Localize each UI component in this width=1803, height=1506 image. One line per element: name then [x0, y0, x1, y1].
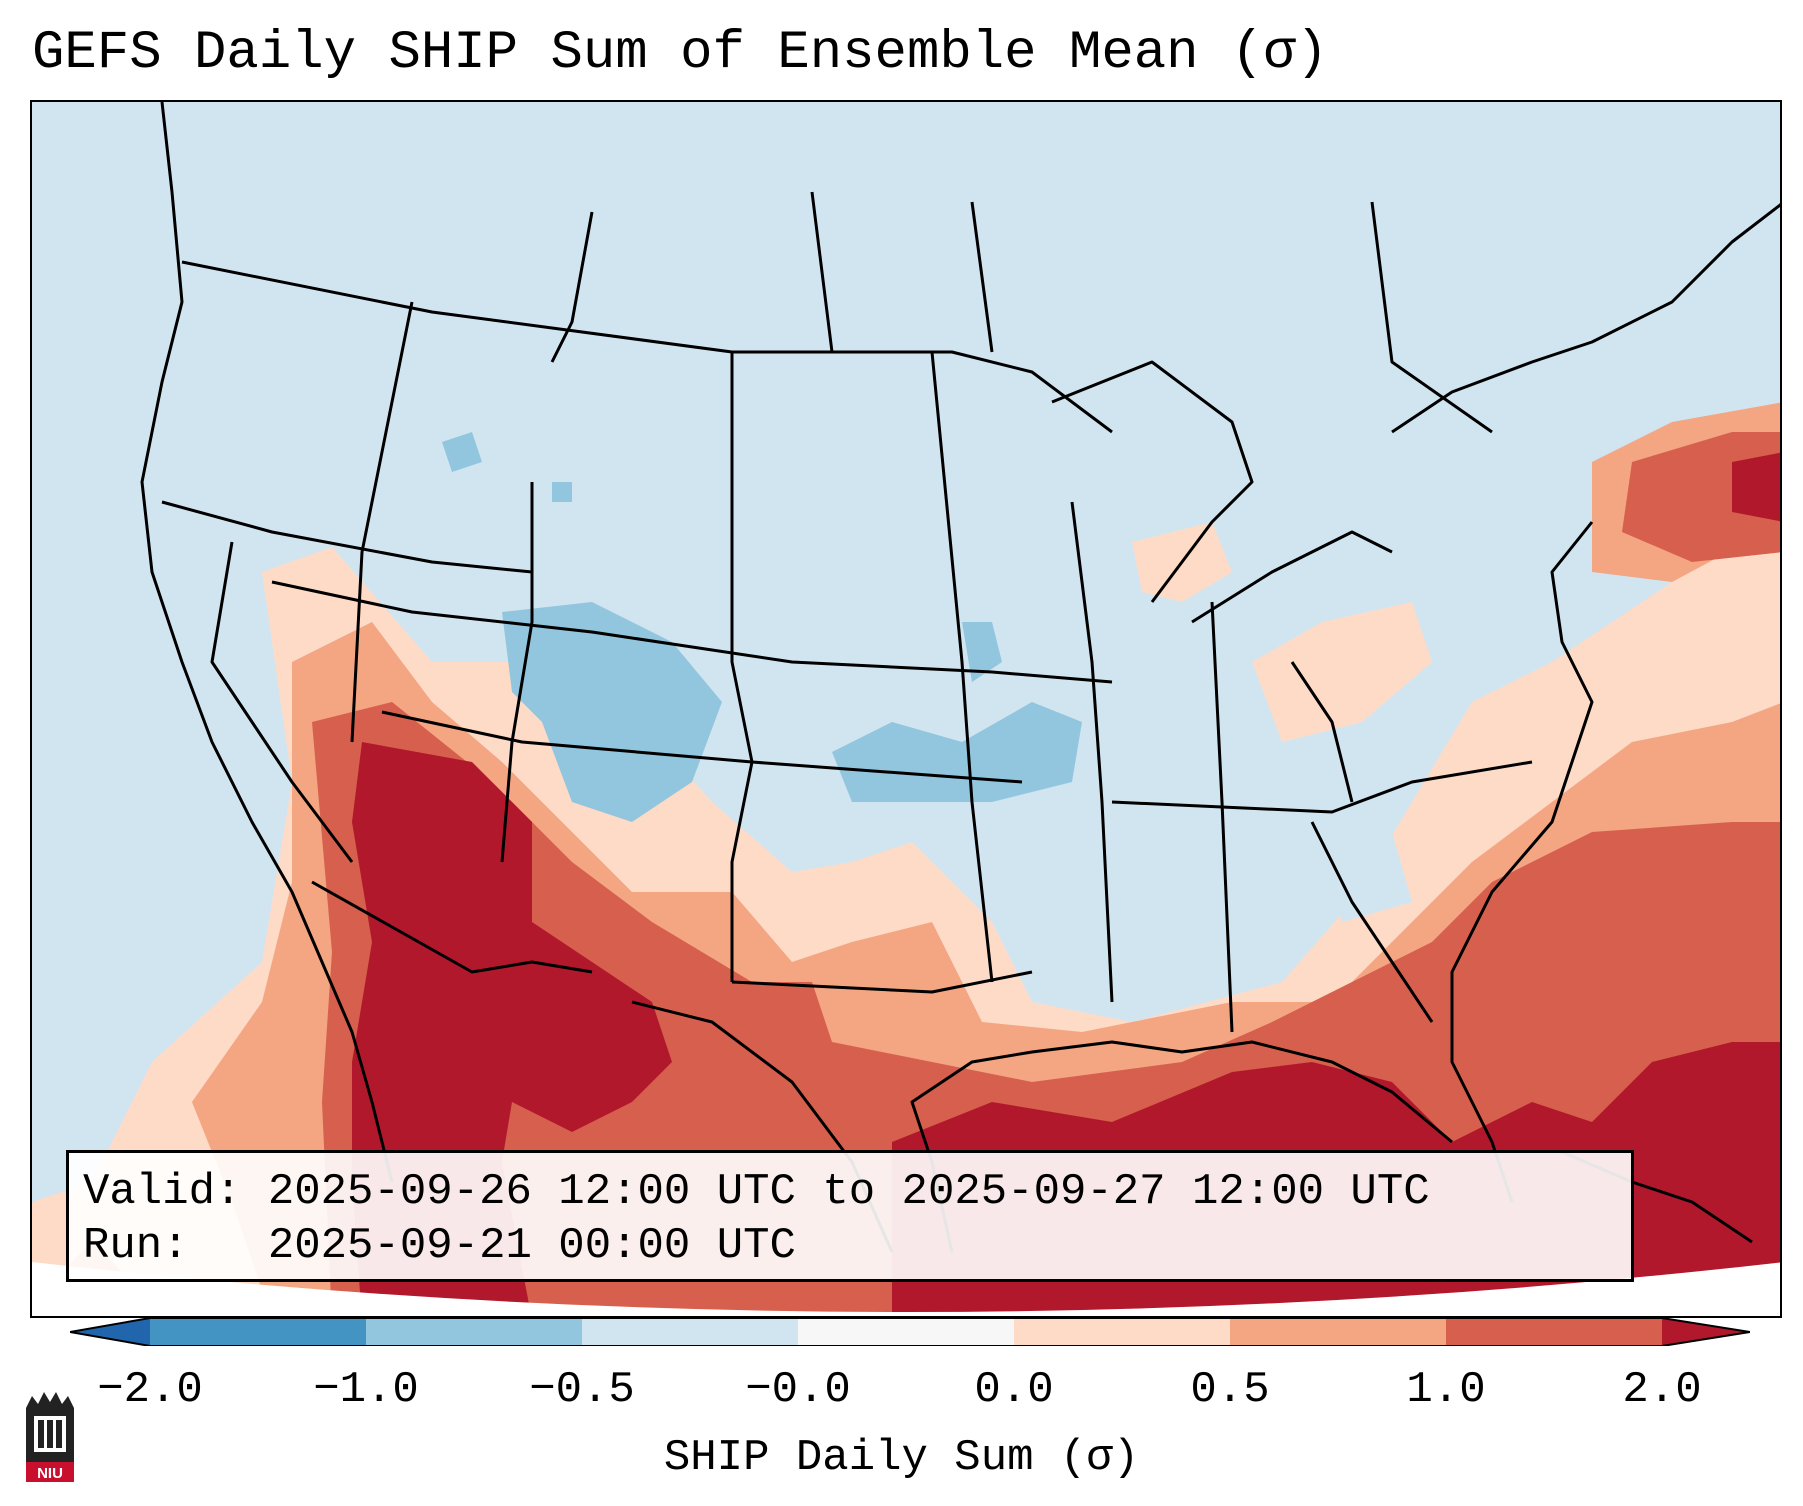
colorbar-label: SHIP Daily Sum (σ) — [663, 1433, 1140, 1483]
colorbar-bin-2 — [366, 1318, 582, 1346]
boundaries — [140, 102, 1780, 1253]
svg-text:NIU: NIU — [37, 1465, 63, 1482]
colorbar-bin-7 — [1446, 1318, 1662, 1346]
chart-title: GEFS Daily SHIP Sum of Ensemble Mean (σ) — [32, 23, 1329, 84]
colorbar-extend-low — [70, 1318, 150, 1346]
colorbar-tick-label: 1.0 — [1406, 1365, 1486, 1415]
colorbar-tick-label: 2.0 — [1622, 1365, 1702, 1415]
colorbar-tick-label: −1.0 — [313, 1365, 419, 1415]
run-info-box: Valid: 2025-09-26 12:00 UTC to 2025-09-2… — [66, 1150, 1634, 1282]
run-label: Run: — [83, 1221, 189, 1271]
colorbar — [70, 1318, 1750, 1346]
colorbar-bin-1 — [150, 1318, 366, 1346]
colorbar-bin-4 — [798, 1318, 1014, 1346]
colorbar-tick-label: 0.0 — [974, 1365, 1054, 1415]
colorbar-tick-label: −0.5 — [529, 1365, 635, 1415]
colorbar-extend-high — [1662, 1318, 1750, 1346]
colorbar-tick-label: −0.0 — [745, 1365, 851, 1415]
colorbar-tick-label: 0.5 — [1190, 1365, 1270, 1415]
valid-value: 2025-09-26 12:00 UTC to 2025-09-27 12:00… — [267, 1167, 1430, 1217]
run-value: 2025-09-21 00:00 UTC — [267, 1221, 796, 1271]
projection-edge — [32, 1262, 1780, 1316]
valid-label: Valid: — [83, 1167, 242, 1217]
colorbar-bin-5 — [1014, 1318, 1230, 1346]
niu-logo-icon: NIU — [26, 1392, 74, 1482]
colorbar-tick-label: −2.0 — [97, 1365, 203, 1415]
map-panel[interactable] — [30, 100, 1782, 1318]
colorbar-bin-6 — [1230, 1318, 1446, 1346]
colorbar-bin-3 — [582, 1318, 798, 1346]
anomaly-map — [32, 102, 1780, 1316]
